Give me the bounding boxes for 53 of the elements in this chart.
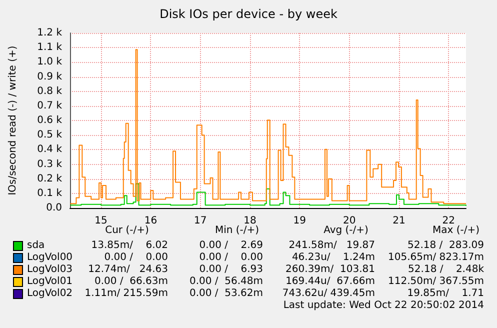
y-tick-label: 1.0 k [37, 56, 62, 68]
y-tick-label: 0.1 k [37, 188, 62, 199]
x-tick-label: 20 [342, 216, 356, 226]
text: 260.39m/ 103.81 [284, 264, 375, 276]
text: 19.85m/ 1.71 [406, 288, 484, 300]
y-tick-label: 0.8 k [37, 86, 62, 97]
text: 743.62u/ 439.45m [281, 288, 375, 300]
text: Last update: Wed Oct 22 20:50:02 2014 [282, 300, 484, 312]
text: Min (-/+) [214, 225, 260, 237]
text: Max (-/+) [431, 225, 480, 237]
y-tick-label: 0.2 k [37, 173, 62, 184]
x-tick-label: 22 [442, 216, 455, 226]
y-tick-label: 0.4 k [37, 144, 62, 156]
x-tick-label: 15 [94, 216, 108, 226]
text: 241.58m/ 19.87 [288, 240, 375, 252]
y-axis-title: IOs/second read (-) / write (+) [8, 46, 18, 196]
text: 0.00 / 6.93 [199, 264, 263, 275]
legend-label: LogVol03 [27, 264, 73, 276]
legend-label: LogVol01 [27, 276, 73, 288]
text: 112.50m/ 367.55m [386, 276, 484, 288]
y-tick-label: 0.5 k [37, 130, 62, 141]
x-tick-label: 18 [244, 216, 256, 226]
x-tick-label: 21 [392, 216, 406, 226]
legend-label: LogVol00 [27, 252, 73, 264]
text: 46.23u/ 1.24m [290, 252, 375, 264]
text: 0.00 / 0.00 [199, 252, 263, 263]
text: 169.44u/ 67.66m [284, 276, 375, 288]
x-tick-label: 19 [293, 216, 306, 226]
x-tick-label: 16 [144, 216, 158, 226]
text: 1.11m/ 215.59m [84, 288, 168, 299]
y-tick-label: 1.1 k [37, 42, 62, 54]
text: Cur (-/+) [104, 225, 150, 237]
text: 0.00 / 2.69 [199, 240, 263, 251]
text: Avg (-/+) [322, 225, 370, 237]
text: 12.74m/ 24.63 [88, 264, 168, 275]
y-tick-label: 0.9 k [37, 71, 62, 82]
text: 52.18 / 283.09 [406, 240, 484, 252]
text: 105.65m/ 823.17m [386, 252, 484, 264]
y-tick-label: 0.7 k [37, 100, 62, 112]
y-tick-label: 0.0 [46, 202, 62, 214]
text: 0.00 / 53.62m [189, 288, 263, 299]
y-tick-label: 0.3 k [37, 158, 62, 170]
y-tick-label: 1.2 k [37, 28, 62, 38]
text: 52.18 / 2.48k [407, 264, 484, 276]
text: 13.85m/ 6.02 [90, 240, 168, 252]
legend-label: sda [27, 240, 45, 252]
text: 0.00 / 66.63m [94, 276, 168, 287]
text: 0.00 / 56.48m [189, 276, 263, 287]
x-tick-label: 17 [194, 216, 207, 226]
legend-label: LogVol02 [27, 288, 73, 300]
y-tick-label: 0.6 k [37, 115, 62, 126]
text: 0.00 / 0.00 [104, 252, 168, 263]
chart-title: Disk IOs per device - by week [160, 7, 338, 21]
